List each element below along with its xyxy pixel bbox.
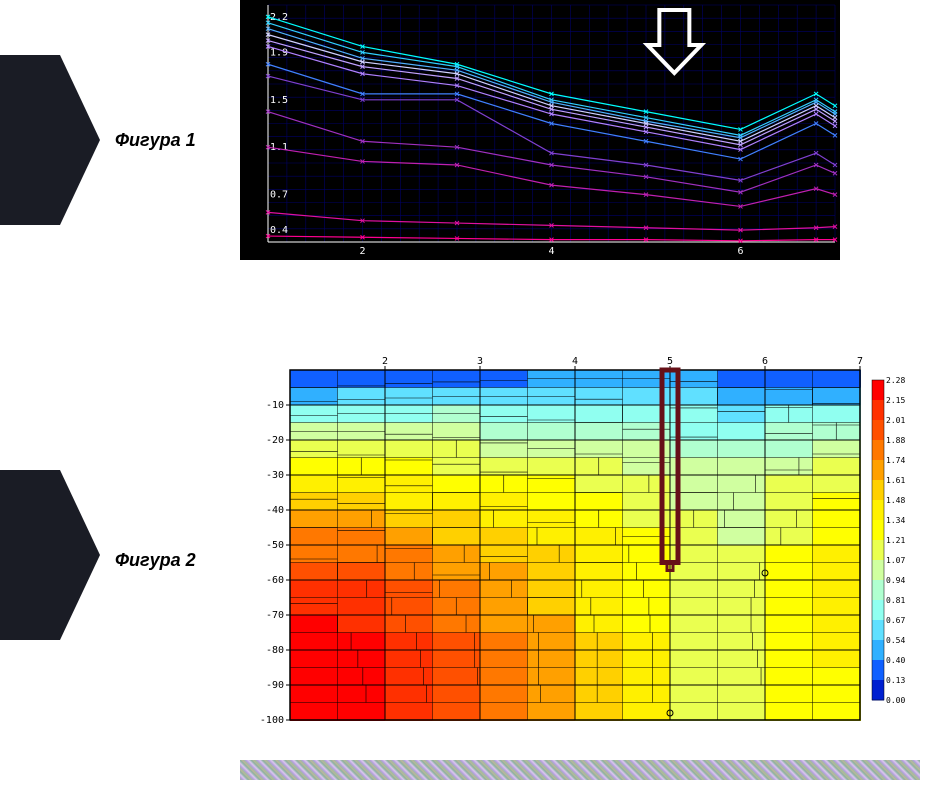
svg-text:2.01: 2.01 xyxy=(886,416,905,425)
svg-text:0.4: 0.4 xyxy=(270,225,288,236)
svg-text:2: 2 xyxy=(359,246,365,257)
svg-text:5: 5 xyxy=(667,356,673,367)
svg-text:1.21: 1.21 xyxy=(886,536,905,545)
svg-text:7: 7 xyxy=(857,356,863,367)
svg-text:-90: -90 xyxy=(266,680,284,691)
line-chart: 0.40.71.11.51.92.2246 xyxy=(240,0,840,260)
heatmap-chart: 2 3 4 5 6 7 -10 -20 -30 -40 -50 -60 -70 -80 -90 -100 2.2… xyxy=(240,350,920,730)
svg-text:0.54: 0.54 xyxy=(886,636,905,645)
figure2-label: Фигура 2 xyxy=(115,550,196,571)
svg-text:-50: -50 xyxy=(266,540,284,551)
svg-text:0.81: 0.81 xyxy=(886,596,905,605)
svg-text:1.48: 1.48 xyxy=(886,496,905,505)
svg-text:2: 2 xyxy=(382,356,388,367)
svg-text:2.2: 2.2 xyxy=(270,12,288,23)
svg-text:1.74: 1.74 xyxy=(886,456,905,465)
svg-text:4: 4 xyxy=(572,356,578,367)
svg-text:2.15: 2.15 xyxy=(886,396,905,405)
svg-text:-40: -40 xyxy=(266,505,284,516)
svg-text:-100: -100 xyxy=(260,715,284,726)
figure1-label: Фигура 1 xyxy=(115,130,196,151)
svg-text:1.5: 1.5 xyxy=(270,95,288,106)
svg-text:-80: -80 xyxy=(266,645,284,656)
line-chart-svg: 0.40.71.11.51.92.2246 xyxy=(240,0,840,260)
arrow-label-2 xyxy=(0,470,100,640)
svg-text:2.28: 2.28 xyxy=(886,376,905,385)
svg-text:3: 3 xyxy=(477,356,483,367)
svg-text:1.07: 1.07 xyxy=(886,556,905,565)
svg-text:0.67: 0.67 xyxy=(886,616,905,625)
svg-text:-30: -30 xyxy=(266,470,284,481)
svg-text:0.13: 0.13 xyxy=(886,676,905,685)
svg-text:6: 6 xyxy=(762,356,768,367)
svg-text:1.88: 1.88 xyxy=(886,436,905,445)
svg-text:-10: -10 xyxy=(266,400,284,411)
arrow-label-1 xyxy=(0,55,100,225)
svg-text:1.61: 1.61 xyxy=(886,476,905,485)
svg-text:-70: -70 xyxy=(266,610,284,621)
svg-text:0.40: 0.40 xyxy=(886,656,905,665)
svg-text:4: 4 xyxy=(548,246,554,257)
svg-text:0.00: 0.00 xyxy=(886,696,905,705)
svg-text:6: 6 xyxy=(737,246,743,257)
svg-text:0.7: 0.7 xyxy=(270,190,288,201)
svg-text:-60: -60 xyxy=(266,575,284,586)
svg-text:-20: -20 xyxy=(266,435,284,446)
heatmap-svg: 2 3 4 5 6 7 -10 -20 -30 -40 -50 -60 -70 -80 -90 -100 2.2… xyxy=(240,350,920,730)
noise-strip xyxy=(240,760,920,780)
svg-text:1.34: 1.34 xyxy=(886,516,905,525)
svg-text:0.94: 0.94 xyxy=(886,576,905,585)
